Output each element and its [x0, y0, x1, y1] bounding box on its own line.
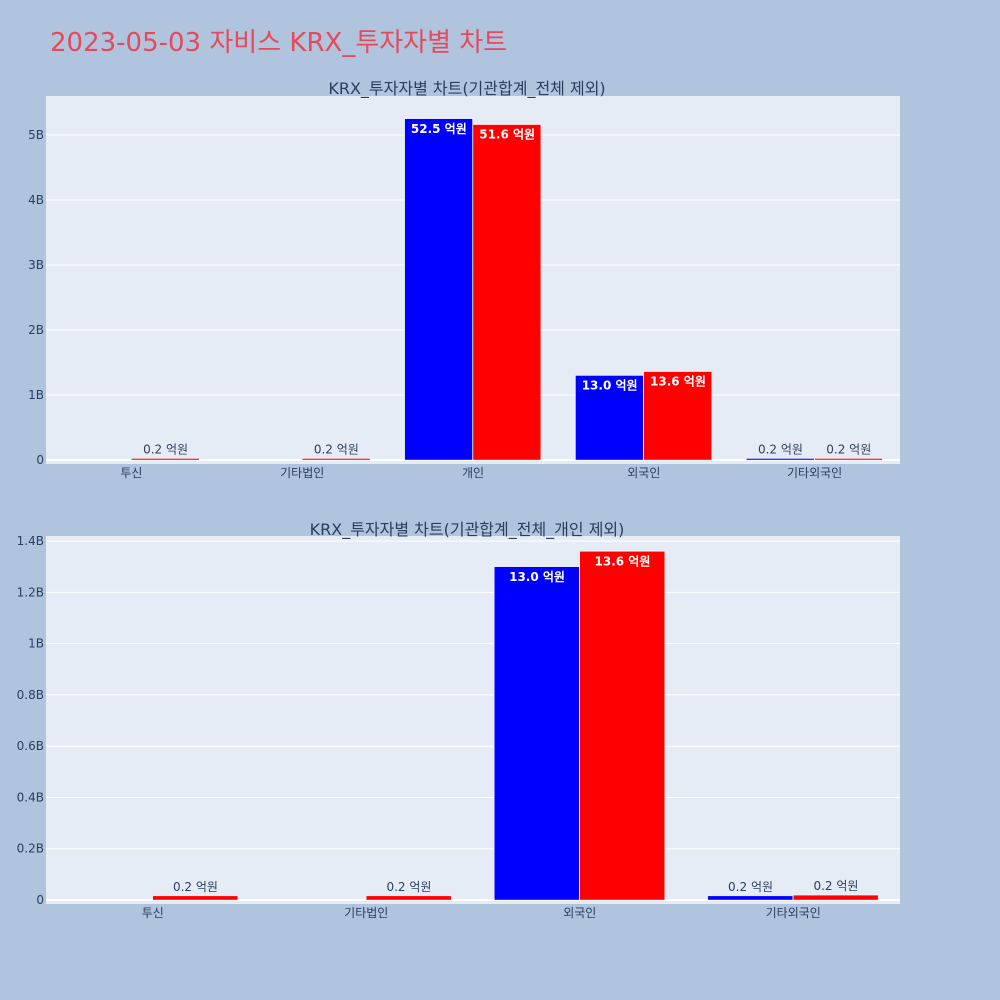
x-tick-label: 개인: [462, 466, 484, 480]
y-tick-label: 1B: [28, 637, 44, 651]
page-title: 2023-05-03 자비스 KRX_투자자별 차트: [50, 28, 508, 58]
data-label: 0.2 억원: [758, 443, 803, 457]
data-label: 0.2 억원: [728, 880, 773, 894]
x-tick-label: 기타법인: [344, 906, 388, 920]
y-tick-label: 5B: [28, 128, 44, 142]
x-tick-label: 투신: [142, 906, 164, 920]
plot-area-2: [46, 536, 900, 904]
x-tick-label: 투신: [120, 466, 142, 480]
y-tick-label: 0: [36, 893, 44, 907]
x-tick-label: 외국인: [627, 466, 660, 480]
bar: [707, 895, 793, 901]
bar: [814, 458, 883, 461]
data-label: 0.2 억원: [314, 443, 359, 457]
bar: [575, 375, 644, 461]
y-tick-label: 1B: [28, 388, 44, 402]
data-label: 0.2 억원: [826, 443, 871, 457]
chart-title-1: KRX_투자자별 차트(기관합계_전체 제외): [328, 79, 605, 99]
bar: [131, 458, 200, 461]
y-tick-label: 1.4B: [17, 534, 44, 548]
bar: [152, 895, 238, 901]
x-tick-label: 기타외국인: [766, 906, 821, 920]
data-label: 51.6 억원: [479, 128, 535, 142]
y-tick-label: 2B: [28, 323, 44, 337]
data-label: 0.2 억원: [173, 880, 218, 894]
y-tick-label: 3B: [28, 258, 44, 272]
bar: [643, 371, 712, 461]
y-tick-label: 0: [36, 453, 44, 467]
data-label: 13.0 억원: [509, 570, 565, 584]
data-label: 13.6 억원: [595, 554, 651, 568]
bar: [366, 895, 452, 901]
bar: [793, 894, 879, 901]
bar: [404, 118, 473, 461]
data-label: 0.2 억원: [143, 443, 188, 457]
bar: [579, 551, 665, 901]
bar: [494, 566, 580, 901]
bar: [302, 458, 371, 461]
chart-title-2: KRX_투자자별 차트(기관합계_전체_개인 제외): [310, 520, 625, 540]
y-tick-label: 1.2B: [17, 585, 44, 599]
y-tick-label: 4B: [28, 193, 44, 207]
data-label: 0.2 억원: [386, 880, 431, 894]
data-label: 52.5 억원: [411, 122, 467, 136]
y-tick-label: 0.8B: [17, 688, 44, 702]
data-label: 13.6 억원: [650, 375, 706, 389]
x-tick-label: 외국인: [563, 906, 596, 920]
x-tick-label: 기타법인: [280, 466, 324, 480]
data-label: 0.2 억원: [813, 879, 858, 893]
bar: [472, 124, 542, 461]
y-tick-label: 0.2B: [17, 842, 44, 856]
x-tick-label: 기타외국인: [787, 466, 842, 480]
data-label: 13.0 억원: [582, 379, 638, 393]
y-tick-label: 0.4B: [17, 790, 44, 804]
y-tick-label: 0.6B: [17, 739, 44, 753]
bar: [746, 458, 815, 461]
